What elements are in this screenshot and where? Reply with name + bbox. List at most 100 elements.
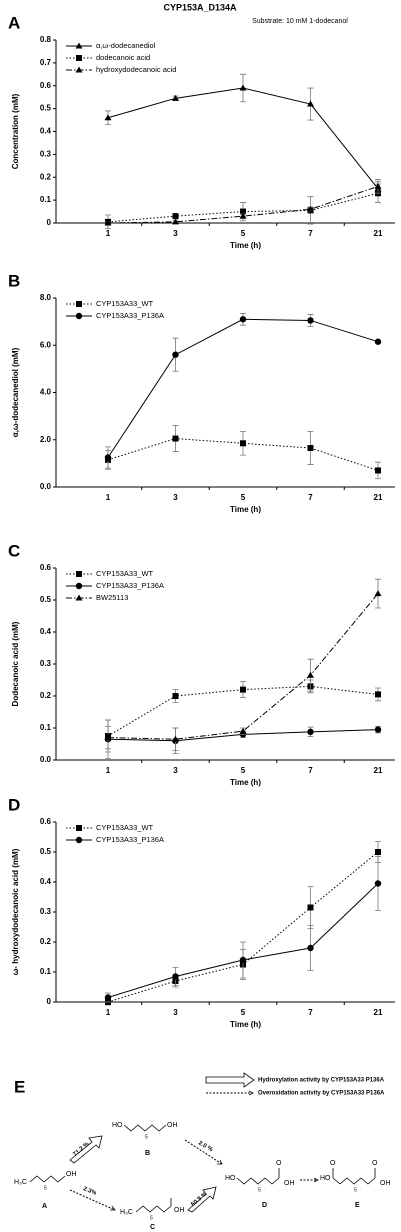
x-tick-label: 1 <box>106 493 111 502</box>
bond <box>123 1124 167 1132</box>
marker <box>239 84 247 91</box>
marker <box>172 735 179 742</box>
marker <box>104 734 112 741</box>
legend-label: CYP153A33_WT <box>96 299 154 308</box>
marker <box>76 571 82 577</box>
legend-label: dodecanoic acid <box>96 53 150 62</box>
panel-label: E <box>14 1077 25 1096</box>
y-tick-label: 0.1 <box>40 195 52 204</box>
compound-label: C <box>150 1224 155 1231</box>
legend-label: hydroxydodecanoic acid <box>96 65 176 74</box>
marker <box>75 594 83 601</box>
legend-label: CYP153A33_P136A <box>96 581 164 590</box>
marker <box>75 836 83 844</box>
y-tick-label: 0.6 <box>40 81 52 90</box>
x-axis-label: Time (h) <box>230 505 261 514</box>
group: H₃C <box>14 1179 27 1186</box>
marker <box>104 994 112 1001</box>
y-tick-label: 0.5 <box>40 595 52 604</box>
marker <box>307 671 314 678</box>
marker <box>104 114 112 121</box>
x-tick-label: 7 <box>308 229 313 238</box>
panel-label: B <box>8 271 20 290</box>
scheme: E Hydroxylation activity by CYP153A33 P1… <box>14 1072 391 1231</box>
marker <box>307 100 314 107</box>
legend-label: CYP153A33_WT <box>96 569 154 578</box>
chart-title: CYP153A_D134A <box>163 2 237 12</box>
y-tick-label: 0.5 <box>40 847 52 856</box>
legend-label: CYP153A33_P136A <box>96 311 164 320</box>
marker <box>76 55 82 61</box>
marker <box>172 693 179 699</box>
x-tick-label: 3 <box>173 766 178 775</box>
group: OH <box>380 1180 391 1187</box>
marker <box>375 849 381 855</box>
arrowhead <box>313 1177 319 1183</box>
marker <box>375 691 381 698</box>
x-tick-label: 1 <box>106 1008 111 1017</box>
arrowhead <box>217 1159 223 1165</box>
y-tick-label: 0.4 <box>40 627 52 636</box>
x-tick-label: 21 <box>374 229 383 238</box>
marker <box>374 182 382 189</box>
yield: 2.3% <box>82 1186 98 1197</box>
marker <box>307 445 314 452</box>
marker <box>374 726 382 733</box>
group: OH <box>284 1180 295 1187</box>
subscript: 5 <box>150 1215 153 1221</box>
panel-label: A <box>8 13 20 32</box>
group: OH <box>174 1207 185 1214</box>
group: O <box>276 1160 282 1167</box>
marker <box>104 219 112 226</box>
x-tick-label: 5 <box>241 766 246 775</box>
y-tick-label: 0.2 <box>40 172 52 181</box>
y-tick-label: 0.0 <box>40 482 52 491</box>
y-tick-label: 0.1 <box>40 967 52 976</box>
y-axis-label: α,ω-dodecanediol (mM) <box>11 347 20 437</box>
y-tick-label: 0.1 <box>40 723 52 732</box>
compound-label: A <box>42 1203 47 1210</box>
y-axis-label: ω- hydroxydodecanoic acid (mM) <box>11 848 20 975</box>
panel-label: D <box>8 795 20 814</box>
x-tick-label: 7 <box>308 1008 313 1017</box>
marker <box>239 212 247 219</box>
x-tick-label: 3 <box>173 1008 178 1017</box>
hydroxylation-arrow <box>69 1135 103 1164</box>
x-tick-label: 21 <box>374 766 383 775</box>
legend-label: BW25113 <box>96 593 128 602</box>
y-axis-label: Concentration (mM) <box>11 93 20 169</box>
x-tick-label: 3 <box>173 493 178 502</box>
legend-text: Overoxidation activity by CYP153A33 P136… <box>258 1091 385 1097</box>
marker <box>172 351 179 358</box>
subscript: 5 <box>354 1187 357 1193</box>
marker <box>75 312 83 320</box>
marker <box>75 582 83 590</box>
x-tick-label: 5 <box>241 1008 246 1017</box>
group: O <box>372 1160 378 1167</box>
legend-label: α,ω-dodecanediol <box>96 41 156 50</box>
x-tick-label: 21 <box>374 1008 383 1017</box>
marker <box>239 316 247 323</box>
bond <box>339 1177 376 1185</box>
y-tick-label: 0.4 <box>40 877 52 886</box>
x-tick-label: 21 <box>374 493 383 502</box>
y-tick-label: 4.0 <box>40 388 52 397</box>
marker <box>172 213 179 220</box>
yield: 71.2 % <box>72 1141 91 1158</box>
subscript: 5 <box>258 1187 261 1193</box>
x-tick-label: 5 <box>241 229 246 238</box>
x-axis-label: Time (h) <box>230 1020 261 1029</box>
y-tick-label: 0.3 <box>40 907 52 916</box>
compound-label: E <box>355 1202 360 1209</box>
y-tick-label: 0.2 <box>40 937 52 946</box>
marker <box>374 880 382 887</box>
marker <box>374 590 382 597</box>
arrowhead <box>248 1090 254 1096</box>
legend-text: Hydroxylation activity by CYP153A33 P136… <box>258 1078 385 1084</box>
y-tick-label: 0.3 <box>40 149 52 158</box>
legend-arrow <box>205 1072 255 1088</box>
marker <box>239 727 247 734</box>
y-tick-label: 0.6 <box>40 817 52 826</box>
legend-label: CYP153A33_P136A <box>96 835 164 844</box>
compound-label: B <box>145 1150 150 1157</box>
